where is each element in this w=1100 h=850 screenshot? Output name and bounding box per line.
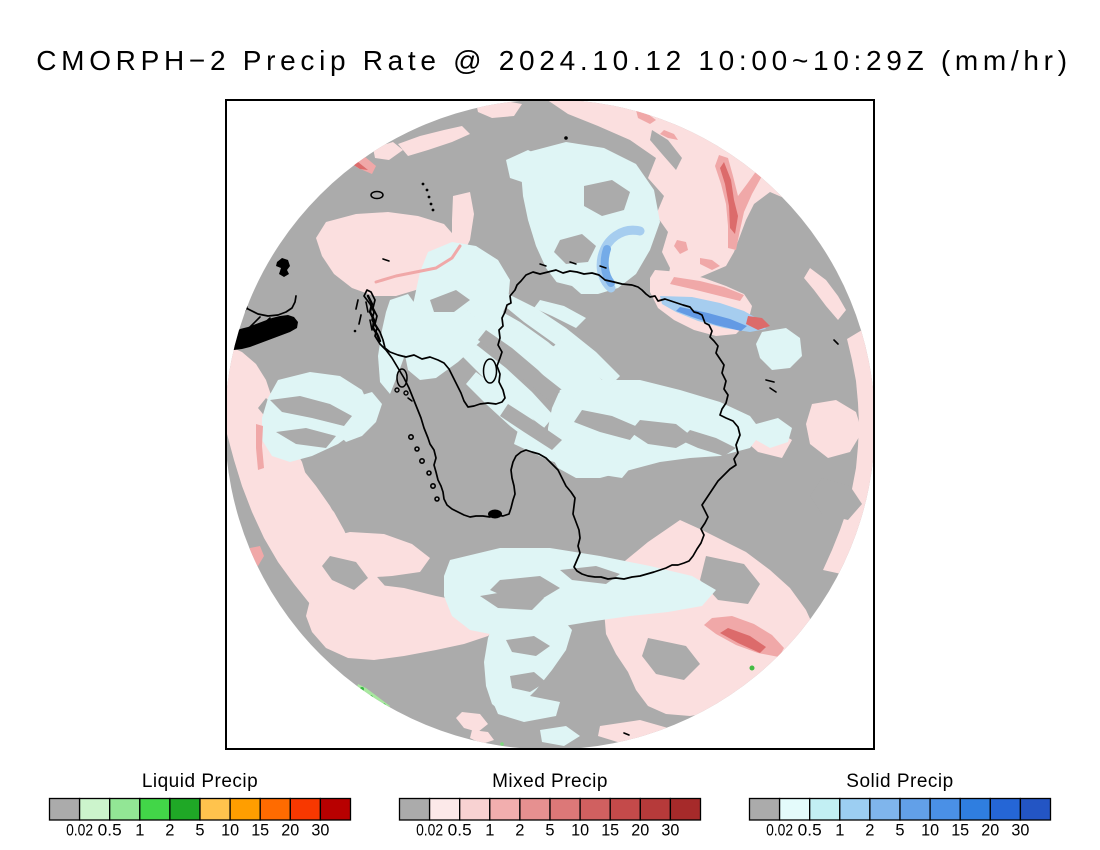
svg-text:20: 20 — [981, 822, 999, 840]
svg-text:30: 30 — [1011, 822, 1029, 840]
svg-text:10: 10 — [921, 822, 939, 840]
svg-text:0.02: 0.02 — [766, 822, 793, 840]
svg-text:0.5: 0.5 — [798, 822, 822, 840]
svg-text:2: 2 — [865, 822, 874, 840]
svg-text:0.5: 0.5 — [448, 822, 472, 840]
svg-text:15: 15 — [251, 822, 269, 840]
svg-text:2: 2 — [515, 822, 524, 840]
svg-text:5: 5 — [195, 822, 204, 840]
svg-text:5: 5 — [895, 822, 904, 840]
svg-text:1: 1 — [135, 822, 144, 840]
svg-text:Liquid Precip: Liquid Precip — [142, 771, 258, 792]
svg-text:0.5: 0.5 — [98, 822, 122, 840]
svg-text:0.02: 0.02 — [66, 822, 93, 840]
svg-text:CMORPH−2 Precip Rate @ 2024.10: CMORPH−2 Precip Rate @ 2024.10.12 10:00~… — [36, 45, 1071, 76]
svg-text:2: 2 — [165, 822, 174, 840]
svg-text:30: 30 — [661, 822, 679, 840]
svg-text:10: 10 — [571, 822, 589, 840]
svg-text:15: 15 — [951, 822, 969, 840]
svg-text:1: 1 — [835, 822, 844, 840]
svg-text:20: 20 — [631, 822, 649, 840]
svg-text:20: 20 — [281, 822, 299, 840]
svg-text:10: 10 — [221, 822, 239, 840]
svg-text:30: 30 — [311, 822, 329, 840]
svg-text:15: 15 — [601, 822, 619, 840]
svg-text:1: 1 — [485, 822, 494, 840]
svg-text:Solid Precip: Solid Precip — [846, 771, 953, 792]
svg-text:0.02: 0.02 — [416, 822, 443, 840]
svg-text:Mixed Precip: Mixed Precip — [492, 771, 608, 792]
svg-text:5: 5 — [545, 822, 554, 840]
